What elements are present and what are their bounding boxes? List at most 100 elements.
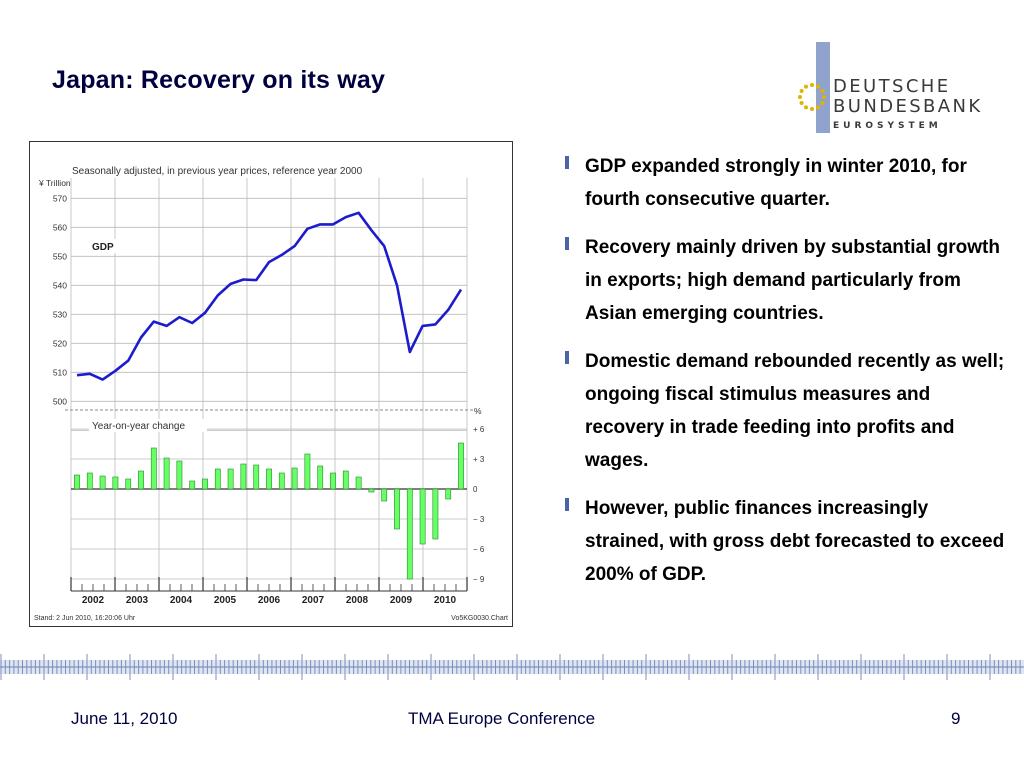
x-tick-label: 2005 bbox=[214, 595, 237, 606]
eu-star bbox=[798, 95, 802, 99]
bundesbank-logo: DEUTSCHE BUNDESBANK EUROSYSTEM bbox=[795, 42, 985, 142]
eu-star bbox=[810, 83, 814, 87]
gdp-label-bg bbox=[88, 239, 120, 253]
yoy-bar bbox=[406, 488, 413, 580]
yoy-bar bbox=[86, 472, 93, 490]
chart-footnote-right: Vo5KG0030.Chart bbox=[451, 615, 508, 622]
y-tick-label-bottom: + 3 bbox=[473, 455, 485, 464]
yoy-bar bbox=[253, 464, 260, 490]
x-tick-label: 2006 bbox=[258, 595, 281, 606]
chart-plot-group: 500 510 520 530 540 550 560 570 + 6 + 3 0 − 3 − 6 − 9… bbox=[53, 178, 485, 606]
footer-conference: TMA Europe Conference bbox=[408, 709, 596, 728]
x-tick-label: 2008 bbox=[346, 595, 369, 606]
logo-bar bbox=[816, 42, 830, 133]
y-tick-label-bottom: − 3 bbox=[473, 515, 485, 524]
yoy-bar bbox=[394, 488, 400, 530]
eu-star bbox=[799, 89, 804, 93]
eu-star bbox=[816, 84, 820, 89]
bullet-list: GDP expanded strongly in winter 2010, fo… bbox=[565, 150, 1005, 606]
y-tick-label-bottom: − 9 bbox=[473, 575, 485, 584]
y-tick-label-top: 550 bbox=[53, 251, 67, 261]
footer-page-number: 9 bbox=[951, 709, 961, 728]
yoy-bar bbox=[355, 476, 362, 490]
yoy-bar bbox=[150, 447, 157, 490]
bullet-item: However, public finances increasingly st… bbox=[565, 492, 1005, 591]
yoy-bar bbox=[163, 457, 170, 490]
bullet-marker bbox=[565, 351, 569, 364]
bullet-text: Domestic demand rebounded recently as we… bbox=[585, 351, 1005, 471]
bottom-panel-label: Year-on-year change bbox=[92, 421, 185, 432]
bullet-marker bbox=[565, 237, 569, 250]
yoy-bar bbox=[125, 478, 132, 490]
yoy-bar bbox=[74, 474, 80, 490]
logo-line-3: EUROSYSTEM bbox=[833, 121, 942, 131]
y-tick-label-top: 540 bbox=[53, 280, 67, 290]
gdp-series-label: GDP bbox=[92, 242, 114, 253]
bullet-text: However, public finances increasingly st… bbox=[585, 498, 1005, 585]
yoy-bar bbox=[458, 442, 464, 490]
bullet-marker bbox=[565, 156, 569, 169]
yoy-bar bbox=[112, 476, 119, 490]
yoy-bar bbox=[291, 467, 298, 490]
footer-date: June 11, 2010 bbox=[71, 709, 178, 728]
bullet-text: Recovery mainly driven by substantial gr… bbox=[585, 237, 1000, 324]
yoy-bar bbox=[189, 480, 196, 490]
yoy-bar bbox=[304, 453, 311, 490]
x-tick-label: 2010 bbox=[434, 595, 457, 606]
yoy-bar bbox=[381, 488, 388, 502]
x-tick-label: 2009 bbox=[390, 595, 413, 606]
bullet-marker bbox=[565, 498, 569, 511]
y-tick-label-top: 500 bbox=[53, 396, 67, 406]
yoy-bar bbox=[266, 468, 272, 490]
y-tick-label-bottom: − 6 bbox=[473, 545, 485, 554]
gdp-chart: 500 510 520 530 540 550 560 570 + 6 + 3 0 − 3 − 6 − 9… bbox=[29, 141, 513, 627]
x-tick-label: 2004 bbox=[170, 595, 193, 606]
yoy-bar bbox=[227, 468, 234, 490]
yoy-bar bbox=[240, 463, 247, 490]
yoy-bar bbox=[445, 488, 452, 500]
y-tick-label-top: 570 bbox=[53, 193, 67, 203]
x-tick-label: 2007 bbox=[302, 595, 325, 606]
yoy-bar bbox=[317, 465, 324, 490]
chart-bottom-unit: % bbox=[474, 406, 482, 416]
chart-footnote-left: Stand: 2 Jun 2010, 16:20:06 Uhr bbox=[34, 615, 136, 622]
yoy-bar bbox=[342, 470, 349, 490]
eu-star bbox=[822, 95, 826, 99]
y-tick-label-top: 520 bbox=[53, 338, 67, 348]
y-tick-label-bottom: + 6 bbox=[473, 425, 485, 434]
logo-line-2: BUNDESBANK bbox=[833, 96, 983, 117]
yoy-bar bbox=[138, 470, 144, 490]
yoy-bar bbox=[202, 478, 208, 490]
y-tick-label-top: 510 bbox=[53, 367, 67, 377]
yoy-bar bbox=[432, 488, 439, 540]
eu-star bbox=[816, 105, 820, 110]
x-tick-label: 2002 bbox=[82, 595, 105, 606]
eu-star bbox=[820, 89, 825, 93]
yoy-bar bbox=[330, 472, 336, 490]
chart-top-unit: ¥ Trillion bbox=[38, 178, 71, 188]
decorative-ruler bbox=[0, 654, 1024, 680]
yoy-bar bbox=[368, 488, 375, 493]
slide-title: Japan: Recovery on its way bbox=[52, 66, 386, 94]
y-tick-label-bottom: 0 bbox=[473, 485, 478, 494]
eu-star bbox=[799, 101, 804, 105]
bullet-item: Recovery mainly driven by substantial gr… bbox=[565, 231, 1005, 330]
yoy-bar bbox=[99, 475, 106, 490]
logo-line-1: DEUTSCHE bbox=[833, 76, 951, 97]
bullet-text: GDP expanded strongly in winter 2010, fo… bbox=[585, 156, 967, 210]
yoy-bar bbox=[214, 468, 221, 490]
x-tick-label: 2003 bbox=[126, 595, 149, 606]
eu-star bbox=[804, 84, 808, 89]
gdp-chart-svg: 500 510 520 530 540 550 560 570 + 6 + 3 0 − 3 − 6 − 9… bbox=[34, 166, 508, 622]
eu-stars-icon bbox=[798, 83, 826, 111]
eu-star bbox=[810, 107, 814, 111]
yoy-bar bbox=[176, 460, 183, 490]
bottom-label-bg bbox=[89, 419, 207, 432]
gdp-line bbox=[76, 211, 463, 381]
y-tick-label-top: 560 bbox=[53, 222, 67, 232]
yoy-bar bbox=[278, 472, 285, 490]
y-tick-label-top: 530 bbox=[53, 309, 67, 319]
bullet-item: GDP expanded strongly in winter 2010, fo… bbox=[565, 150, 1005, 216]
bullet-item: Domestic demand rebounded recently as we… bbox=[565, 345, 1005, 477]
eu-star bbox=[820, 101, 825, 105]
